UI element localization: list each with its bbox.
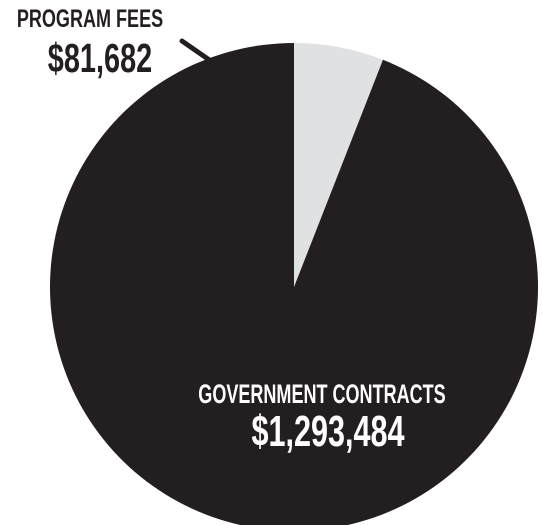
pie-slice-program-fees	[294, 43, 383, 287]
pie-slices	[50, 43, 538, 525]
government-contracts-value: $1,293,484	[251, 407, 404, 455]
program-fees-label: PROGRAM FEES	[17, 4, 163, 33]
government-contracts-label: GOVERNMENT CONTRACTS	[198, 380, 445, 409]
pie-slice-government-contracts	[50, 43, 538, 525]
program-fees-arrow	[179, 38, 271, 106]
program-fees-value: $81,682	[48, 36, 152, 81]
